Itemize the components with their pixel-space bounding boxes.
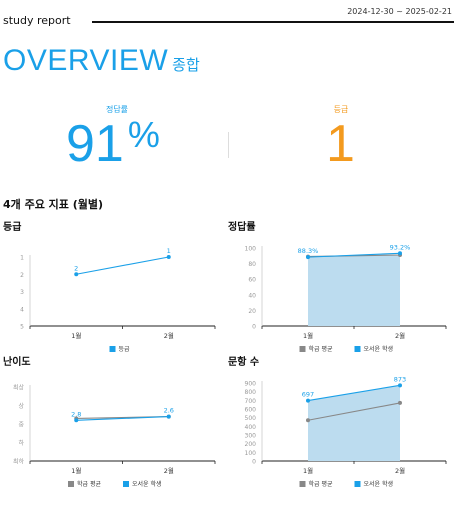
legend-label: 오서윤 학생 bbox=[364, 345, 394, 353]
legend-swatch bbox=[123, 481, 129, 487]
y-tick-label: 0 bbox=[252, 459, 256, 466]
grade-chart: 1 2 3 4 5 1월 2월 2 1 등급 bbox=[20, 247, 216, 353]
legend-label: 오서윤 학생 bbox=[364, 480, 394, 488]
bar-area bbox=[308, 255, 400, 326]
series-line bbox=[307, 384, 401, 402]
y-tick-label: 5 bbox=[20, 324, 24, 331]
y-tick-label: 중 bbox=[18, 422, 24, 429]
y-tick-label: 600 bbox=[245, 407, 257, 414]
data-point bbox=[74, 272, 79, 277]
y-tick-label: 500 bbox=[245, 415, 257, 422]
data-point bbox=[166, 255, 171, 259]
y-tick-label: 700 bbox=[245, 398, 257, 405]
y-tick-label: 80 bbox=[248, 261, 256, 268]
y-tick-label: 2 bbox=[20, 272, 24, 279]
stats-divider bbox=[228, 132, 229, 158]
accuracy-chart-title: 정답률 bbox=[228, 222, 256, 233]
series-line bbox=[76, 256, 169, 275]
data-label: 93.2% bbox=[390, 243, 411, 251]
y-tick-label: 20 bbox=[248, 308, 256, 315]
accuracy-unit: % bbox=[127, 114, 160, 155]
data-label: 697 bbox=[302, 391, 314, 399]
x-tick-label: 1월 bbox=[303, 331, 313, 340]
data-label: 2.6 bbox=[164, 407, 174, 415]
legend-label: 학급 평균 bbox=[77, 480, 101, 488]
grade-chart-title: 등급 bbox=[3, 222, 22, 233]
legend-swatch bbox=[68, 481, 74, 487]
report-header: study report 2024-12-30 ~ 2025-02-21 bbox=[0, 0, 460, 30]
x-tick-label: 1월 bbox=[71, 331, 81, 340]
legend-label: 오서윤 학생 bbox=[132, 480, 162, 488]
overview-title: OVERVIEW 종합 bbox=[3, 44, 200, 78]
accuracy-number: 91 bbox=[66, 115, 124, 173]
series-line bbox=[76, 416, 169, 421]
data-point bbox=[306, 398, 310, 403]
data-label: 88.3% bbox=[298, 247, 319, 255]
accuracy-chart: 0 20 40 60 80 100 1월 2월 88.3% 93.2% 학급 평균 오서윤 학생 bbox=[245, 243, 447, 353]
x-tick-label: 1월 bbox=[303, 466, 313, 475]
series-line bbox=[307, 402, 401, 421]
data-point bbox=[306, 418, 310, 423]
difficulty-chart-title: 난이도 bbox=[3, 357, 31, 368]
data-label: 873 bbox=[394, 375, 406, 383]
grade-label: 등급 bbox=[333, 105, 349, 114]
y-tick-label: 300 bbox=[245, 433, 257, 440]
y-tick-label: 100 bbox=[245, 246, 257, 253]
data-point bbox=[398, 383, 402, 388]
data-point bbox=[398, 400, 402, 405]
x-tick-label: 2월 bbox=[164, 466, 174, 475]
data-point bbox=[398, 251, 402, 256]
data-label: 1 bbox=[167, 247, 171, 255]
bar-area bbox=[308, 385, 400, 461]
overview-title-ko: 종합 bbox=[172, 56, 200, 74]
y-tick-label: 900 bbox=[245, 381, 257, 388]
section-title: 4개 주요 지표 (월별) bbox=[3, 198, 104, 211]
y-tick-label: 0 bbox=[252, 324, 256, 331]
data-label: 2 bbox=[74, 264, 78, 272]
legend-swatch bbox=[299, 481, 306, 487]
y-tick-label: 200 bbox=[245, 441, 257, 448]
data-label: 2.8 bbox=[71, 410, 81, 418]
x-tick-label: 1월 bbox=[71, 466, 81, 475]
y-tick-label: 상 bbox=[18, 402, 24, 410]
series-line bbox=[307, 252, 401, 258]
header-divider bbox=[92, 21, 454, 23]
accuracy-label: 정답률 bbox=[105, 105, 129, 114]
y-tick-label: 40 bbox=[248, 292, 256, 299]
accuracy-value: 91% bbox=[66, 114, 160, 174]
y-tick-label: 하 bbox=[18, 439, 24, 447]
x-tick-label: 2월 bbox=[395, 331, 405, 340]
legend-swatch bbox=[354, 346, 361, 352]
legend-label: 등급 bbox=[119, 346, 131, 353]
report-brand: study report bbox=[3, 14, 71, 27]
y-tick-label: 100 bbox=[245, 450, 257, 457]
y-tick-label: 800 bbox=[245, 389, 257, 396]
y-tick-label: 60 bbox=[248, 277, 256, 284]
y-tick-label: 최하 bbox=[13, 458, 25, 466]
legend-swatch bbox=[109, 346, 116, 352]
x-tick-label: 2월 bbox=[164, 331, 174, 340]
y-tick-label: 400 bbox=[245, 424, 257, 431]
overview-title-en: OVERVIEW bbox=[3, 44, 169, 77]
y-tick-label: 최상 bbox=[13, 384, 25, 392]
y-tick-label: 1 bbox=[20, 255, 24, 262]
legend-label: 학급 평균 bbox=[309, 345, 333, 353]
data-point bbox=[74, 418, 79, 423]
legend-label: 학급 평균 bbox=[309, 480, 333, 488]
y-tick-label: 4 bbox=[20, 306, 24, 313]
report-period: 2024-12-30 ~ 2025-02-21 bbox=[347, 7, 452, 16]
data-point bbox=[166, 414, 171, 419]
y-tick-label: 3 bbox=[20, 289, 24, 296]
data-point bbox=[306, 255, 310, 260]
x-tick-label: 2월 bbox=[395, 466, 405, 475]
count-chart-title: 문항 수 bbox=[228, 357, 260, 368]
grade-value: 1 bbox=[326, 115, 355, 173]
legend-swatch bbox=[299, 346, 306, 352]
legend-swatch bbox=[354, 481, 361, 487]
